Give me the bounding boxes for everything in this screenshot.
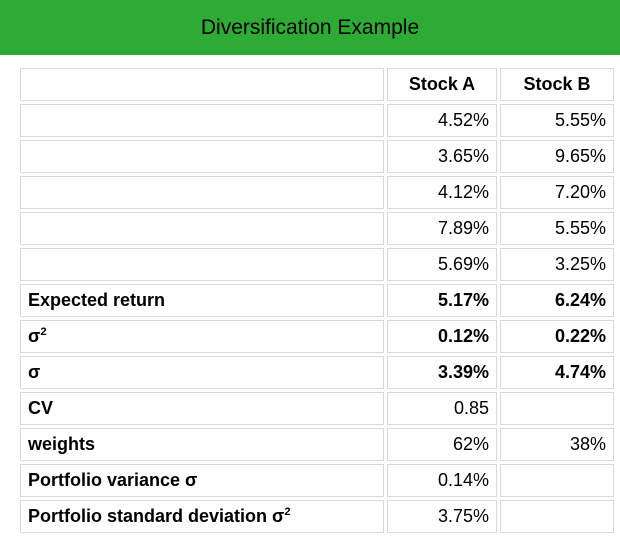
cell-stock-b: 4.74% — [500, 356, 614, 389]
table-row-variance: σ2 0.12% 0.22% — [20, 320, 614, 353]
cell-stock-a: 4.52% — [387, 104, 497, 137]
row-label-weights: weights — [20, 428, 384, 461]
cell-stock-a: 3.75% — [387, 500, 497, 533]
cell-stock-b: 9.65% — [500, 140, 614, 173]
cell-stock-b: 38% — [500, 428, 614, 461]
row-label-portfolio-variance: Portfolio variance σ — [20, 464, 384, 497]
table-row: 4.52% 5.55% — [20, 104, 614, 137]
cell-stock-a: 0.12% — [387, 320, 497, 353]
page-title: Diversification Example — [200, 15, 420, 39]
cell-stock-b: 5.55% — [500, 104, 614, 137]
cell-stock-b: 0.22% — [500, 320, 614, 353]
row-label-cv: CV — [20, 392, 384, 425]
cell-stock-a: 4.12% — [387, 176, 497, 209]
row-label-sigma: σ — [20, 356, 384, 389]
table-row-cv: CV 0.85 — [20, 392, 614, 425]
table-row-expected-return: Expected return 5.17% 6.24% — [20, 284, 614, 317]
table-row: 4.12% 7.20% — [20, 176, 614, 209]
row-label — [20, 140, 384, 173]
cell-stock-a: 5.17% — [387, 284, 497, 317]
row-label — [20, 248, 384, 281]
row-label — [20, 176, 384, 209]
table-row: 7.89% 5.55% — [20, 212, 614, 245]
table-row-portfolio-std-dev: Portfolio standard deviation σ2 3.75% — [20, 500, 614, 533]
title-banner: Diversification Example — [0, 0, 620, 55]
cell-stock-b: 6.24% — [500, 284, 614, 317]
superscript: 2 — [284, 506, 291, 518]
diversification-table: Stock A Stock B 4.52% 5.55% 3.65% 9.65% … — [17, 65, 617, 536]
cell-stock-b: 7.20% — [500, 176, 614, 209]
cell-stock-b — [500, 464, 614, 497]
row-label — [20, 104, 384, 137]
cell-stock-a: 3.39% — [387, 356, 497, 389]
table-row-std-dev: σ 3.39% 4.74% — [20, 356, 614, 389]
row-label — [20, 212, 384, 245]
row-label-portfolio-std-dev: Portfolio standard deviation σ2 — [20, 500, 384, 533]
table-row-portfolio-variance: Portfolio variance σ 0.14% — [20, 464, 614, 497]
table-row-sum-underline: 5.69% 3.25% — [20, 248, 614, 281]
column-header-empty — [20, 68, 384, 101]
cell-stock-b — [500, 500, 614, 533]
column-header-stock-b: Stock B — [500, 68, 614, 101]
row-label-sigma-squared: σ2 — [20, 320, 384, 353]
row-label-expected-return: Expected return — [20, 284, 384, 317]
cell-stock-a: 7.89% — [387, 212, 497, 245]
cell-stock-a: 3.65% — [387, 140, 497, 173]
cell-stock-b: 3.25% — [500, 248, 614, 281]
cell-stock-a: 0.14% — [387, 464, 497, 497]
cell-stock-b: 5.55% — [500, 212, 614, 245]
header-row: Stock A Stock B — [20, 68, 614, 101]
cell-stock-b — [500, 392, 614, 425]
cell-stock-a: 62% — [387, 428, 497, 461]
table-row: 3.65% 9.65% — [20, 140, 614, 173]
column-header-stock-a: Stock A — [387, 68, 497, 101]
superscript: 2 — [40, 326, 47, 338]
cell-stock-a: 5.69% — [387, 248, 497, 281]
table-row-weights: weights 62% 38% — [20, 428, 614, 461]
cell-stock-a: 0.85 — [387, 392, 497, 425]
